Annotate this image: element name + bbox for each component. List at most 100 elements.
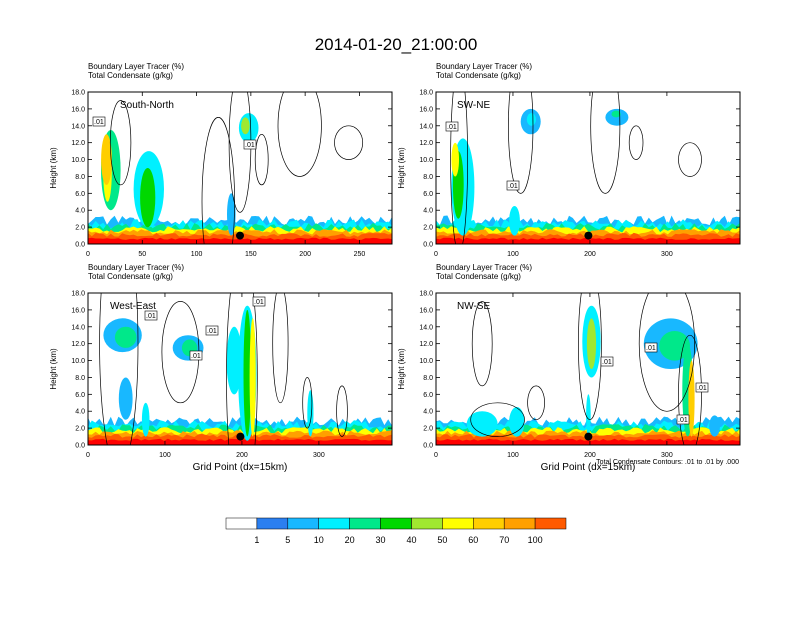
plot-frame (87, 91, 393, 245)
colorbar-box (225, 517, 258, 530)
condensate-contour (678, 142, 702, 177)
tracer-plume (114, 326, 137, 348)
tracer-plume (509, 407, 525, 437)
heatmap-fill (436, 293, 740, 445)
x-tick-label: 250 (354, 251, 366, 258)
contour-label-box (205, 325, 219, 336)
x-tick-label: 200 (236, 452, 248, 459)
condensate-contour (277, 92, 322, 177)
location-marker (584, 432, 593, 441)
plot-frame (435, 91, 741, 245)
tracer-plume (659, 331, 690, 361)
tracer-plume (709, 415, 720, 437)
x-tick-label: 200 (584, 251, 596, 258)
condensate-contour (578, 293, 602, 421)
y-tick-label: 0.0 (75, 242, 85, 249)
y-tick-label: 12.0 (419, 341, 433, 348)
y-tick-label: 4.0 (75, 409, 85, 416)
tracer-plume (466, 411, 498, 437)
x-axis-label: Grid Point (dx=15km) (541, 462, 636, 473)
field-label-condensate: Total Condensate (g/kg) (436, 272, 521, 281)
colorbar-label: 20 (345, 535, 355, 545)
tracer-plume (243, 309, 252, 437)
tracer-plume (688, 360, 695, 437)
contour-label: .01 (508, 183, 518, 190)
heatmap-fill (88, 92, 392, 244)
tracer-plume (241, 117, 250, 135)
heatmap-fill (436, 92, 740, 244)
colorbar-box (287, 517, 319, 530)
y-tick-label: 0.0 (423, 443, 433, 450)
y-tick-label: 16.0 (71, 106, 85, 113)
contour-note: Total Condensate Contours: .01 to .01 by… (596, 459, 739, 466)
y-tick-label: 6.0 (423, 191, 433, 198)
colorbar-box (534, 517, 567, 530)
contour-label-box (243, 139, 257, 150)
contour-label: .01 (447, 124, 457, 131)
x-tick-label: 150 (245, 251, 257, 258)
y-tick-label: 10.0 (71, 157, 85, 164)
field-label-tracer: Boundary Layer Tracer (%) (88, 263, 184, 272)
location-marker (584, 231, 593, 240)
condensate-contour (590, 92, 621, 194)
colorbar-label: 30 (375, 535, 385, 545)
tracer-plume (226, 326, 242, 395)
panel-name: NW-SE (457, 301, 490, 312)
tracer-plume (141, 402, 150, 437)
panel-nw-se: Boundary Layer Tracer (%)Total Condensat… (397, 263, 741, 473)
tracer-plume (227, 193, 236, 236)
colorbar-box (380, 517, 412, 530)
condensate-contour (471, 301, 493, 387)
contour-label-box (252, 296, 266, 307)
y-tick-label: 12.0 (419, 140, 433, 147)
contour-label-box (695, 382, 709, 393)
tracer-plume (140, 168, 156, 228)
y-tick-label: 8.0 (75, 375, 85, 382)
y-tick-label: 0.0 (75, 443, 85, 450)
contour-label-box (189, 350, 203, 361)
y-axis-label: Height (km) (397, 348, 406, 390)
x-tick-label: 100 (507, 251, 519, 258)
condensate-contour (226, 293, 258, 445)
x-tick-label: 200 (299, 251, 311, 258)
contour-label: .01 (678, 417, 688, 424)
x-tick-label: 0 (434, 452, 438, 459)
contour-label: .01 (146, 313, 156, 320)
x-tick-label: 0 (86, 251, 90, 258)
condensate-contour (334, 125, 364, 160)
y-tick-label: 2.0 (423, 225, 433, 232)
colorbar-box (256, 517, 289, 530)
x-tick-label: 50 (138, 251, 146, 258)
contour-label: .01 (207, 328, 217, 335)
y-tick-label: 4.0 (423, 208, 433, 215)
field-label-tracer: Boundary Layer Tracer (%) (88, 62, 184, 71)
tracer-plume (611, 110, 621, 118)
tracer-band (436, 237, 740, 244)
colorbar-box (349, 517, 381, 530)
tracer-plume (586, 394, 591, 437)
contour-label: .01 (602, 359, 612, 366)
tracer-plume (249, 318, 256, 437)
y-tick-label: 6.0 (423, 392, 433, 399)
tracer-plume (118, 377, 133, 420)
heatmap-fill (88, 293, 392, 445)
x-tick-label: 100 (159, 452, 171, 459)
y-tick-label: 12.0 (71, 341, 85, 348)
y-tick-label: 16.0 (419, 106, 433, 113)
colorbar-box (442, 517, 474, 530)
condensate-contour (336, 385, 348, 437)
y-tick-label: 6.0 (75, 191, 85, 198)
colorbar-label: 1 (254, 535, 259, 545)
figure-title: 2014-01-20_21:00:00 (315, 35, 478, 54)
panel-name: South-North (120, 100, 174, 111)
y-tick-label: 18.0 (71, 291, 85, 298)
location-marker (236, 231, 244, 240)
contour-label-box (144, 310, 158, 321)
colorbar: 1 5 10 20 30 40 50 60 70 100 (225, 517, 567, 545)
colorbar-label: 5 (285, 535, 290, 545)
field-label-condensate: Total Condensate (g/kg) (88, 71, 173, 80)
colorbar-box (318, 517, 350, 530)
field-label-condensate: Total Condensate (g/kg) (88, 272, 173, 281)
contour-label: .01 (254, 299, 264, 306)
y-tick-label: 2.0 (75, 426, 85, 433)
